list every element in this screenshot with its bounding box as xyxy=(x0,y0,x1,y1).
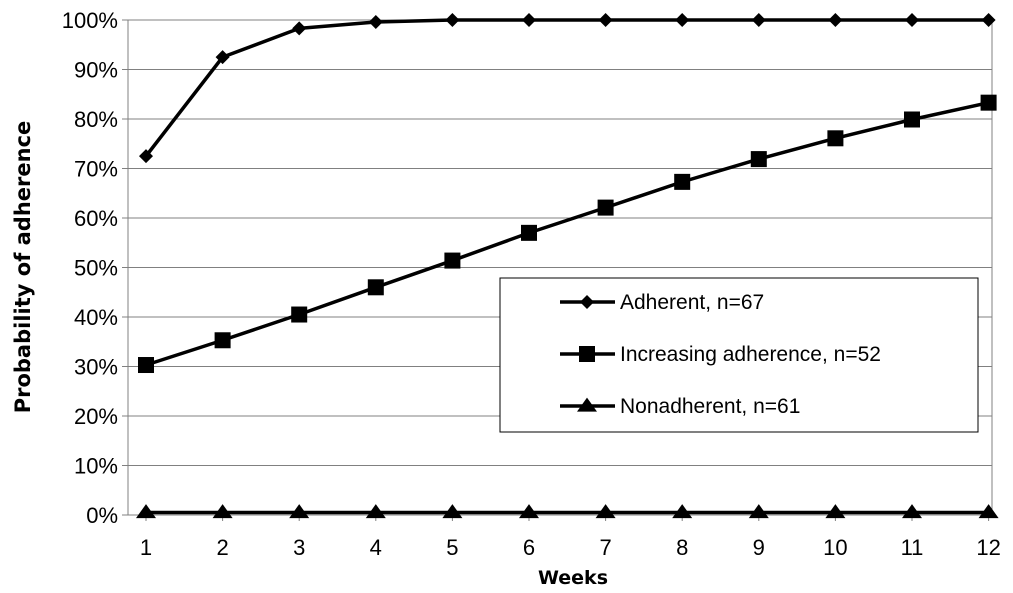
series-line-diamond xyxy=(144,18,989,158)
x-axis: 1 2 3 4 5 6 7 8 9 10 11 12 xyxy=(140,515,1001,560)
series-layer xyxy=(136,13,999,519)
square-marker xyxy=(444,252,461,269)
triangle-marker xyxy=(595,504,616,519)
diamond-marker xyxy=(215,50,230,65)
triangle-marker xyxy=(577,397,597,412)
diamond-marker xyxy=(522,13,536,27)
diamond-marker xyxy=(905,13,919,27)
diamond-marker xyxy=(981,13,996,27)
square-marker xyxy=(579,346,595,362)
y-tick-label: 70% xyxy=(74,157,118,182)
y-tick-label: 100% xyxy=(62,8,118,33)
legend-label: Increasing adherence, n=52 xyxy=(620,343,881,366)
gridlines xyxy=(128,69,992,466)
square-marker xyxy=(750,151,767,168)
triangle-marker xyxy=(825,504,846,519)
x-tick-label: 9 xyxy=(753,535,765,560)
diamond-marker xyxy=(445,13,460,27)
y-tick-label: 20% xyxy=(74,404,118,429)
x-tick-label: 1 xyxy=(140,535,152,560)
y-tick-label: 60% xyxy=(74,206,118,231)
diamond-marker xyxy=(292,21,307,36)
square-marker xyxy=(214,332,231,349)
square-marker xyxy=(291,306,308,323)
x-tick-label: 7 xyxy=(599,535,611,560)
diamond-marker xyxy=(675,13,690,27)
y-tick-label: 50% xyxy=(74,256,118,281)
x-tick-label: 10 xyxy=(823,535,847,560)
diamond-marker xyxy=(598,13,613,27)
y-tick-label: 90% xyxy=(74,58,118,83)
square-marker xyxy=(521,224,537,241)
x-tick-label: 3 xyxy=(293,535,305,560)
triangle-marker xyxy=(442,504,463,519)
square-marker xyxy=(980,94,997,111)
legend-label: Nonadherent, n=61 xyxy=(620,395,800,418)
x-tick-label: 6 xyxy=(523,535,535,560)
square-marker xyxy=(367,279,384,296)
diamond-marker xyxy=(368,14,383,29)
triangle-marker xyxy=(902,504,922,519)
triangle-marker xyxy=(136,504,156,519)
x-tick-label: 4 xyxy=(370,535,382,560)
triangle-marker xyxy=(978,504,999,519)
diamond-marker xyxy=(751,13,766,27)
square-marker xyxy=(827,130,844,147)
triangle-marker xyxy=(212,504,233,519)
y-tick-label: 40% xyxy=(74,305,118,330)
y-axis-title: Probability of adherence xyxy=(11,121,35,414)
y-tick-label: 80% xyxy=(74,107,118,132)
triangle-marker xyxy=(365,504,386,519)
square-marker xyxy=(138,357,154,374)
x-tick-label: 11 xyxy=(901,535,924,560)
triangle-marker xyxy=(748,504,769,519)
x-tick-label: 8 xyxy=(676,535,688,560)
square-marker xyxy=(597,199,614,216)
square-marker xyxy=(904,111,920,128)
x-axis-title: Weeks xyxy=(538,567,608,589)
square-marker xyxy=(674,173,691,190)
x-tick-label: 2 xyxy=(216,535,228,560)
series-line-square xyxy=(145,100,989,367)
y-axis: 0% 10% 20% 30% 40% 50% 60% 70% 80% 90% 100% xyxy=(62,8,128,528)
legend-label: Adherent, n=67 xyxy=(620,291,764,314)
triangle-marker xyxy=(519,504,539,519)
y-tick-label: 0% xyxy=(86,503,118,528)
x-tick-label: 5 xyxy=(446,535,458,560)
diamond-marker xyxy=(139,149,153,164)
diamond-marker xyxy=(580,295,594,309)
triangle-marker xyxy=(289,504,310,519)
x-tick-label: 12 xyxy=(976,535,1000,560)
legend: Adherent, n=67 Increasing adherence, n=52… xyxy=(499,277,979,433)
y-tick-label: 30% xyxy=(74,355,118,380)
triangle-marker xyxy=(672,504,693,519)
y-tick-label: 10% xyxy=(74,454,118,479)
diamond-marker xyxy=(828,13,843,27)
